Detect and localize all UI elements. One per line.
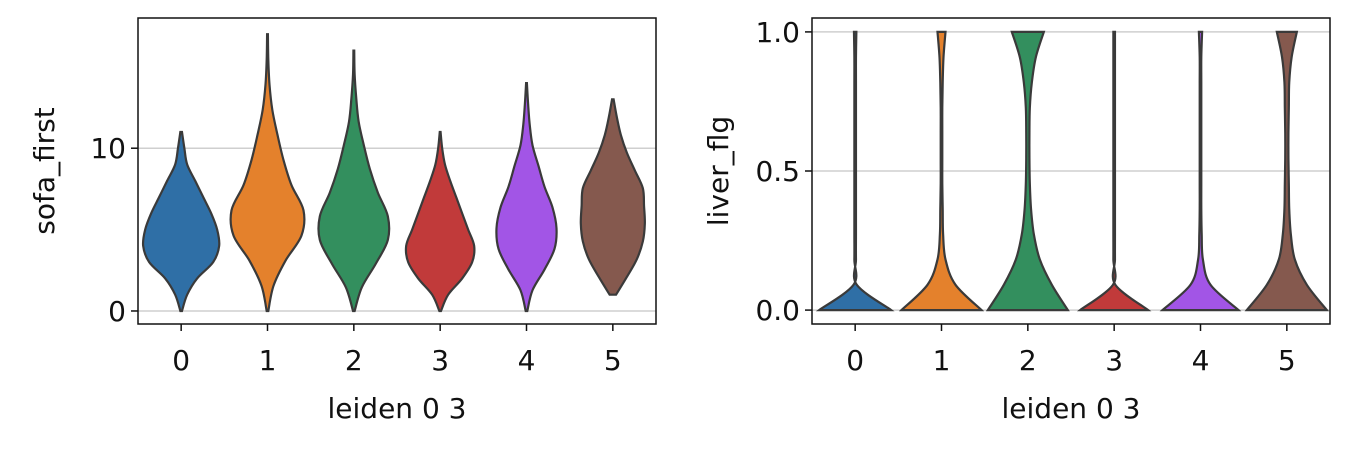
x-tick-label: 4 <box>1192 344 1210 377</box>
violin <box>898 30 985 312</box>
x-tick-label: 5 <box>1278 344 1296 377</box>
violin <box>229 33 306 313</box>
violin <box>815 30 895 312</box>
x-tick-label: 1 <box>933 344 951 377</box>
x-tick-label: 1 <box>259 344 277 377</box>
y-tick-label: 0 <box>108 295 126 328</box>
y-axis-label: liver_flg <box>702 116 735 226</box>
x-tick-label: 4 <box>518 344 536 377</box>
violin <box>579 98 646 296</box>
x-tick-label: 0 <box>172 344 190 377</box>
plot-frame <box>811 17 1331 325</box>
x-tick-label: 3 <box>431 344 449 377</box>
violin <box>1076 30 1152 312</box>
violin <box>404 130 476 313</box>
x-axis-label: leiden 0 3 <box>328 392 467 425</box>
violin <box>1244 30 1330 312</box>
y-tick-label: 0.5 <box>755 155 800 188</box>
plot-frame <box>137 17 657 325</box>
x-tick-label: 3 <box>1105 344 1123 377</box>
y-tick-label: 1.0 <box>755 16 800 49</box>
x-tick-label: 2 <box>345 344 363 377</box>
x-tick-label: 5 <box>604 344 622 377</box>
y-tick-label: 10 <box>90 132 126 165</box>
x-tick-label: 0 <box>846 344 864 377</box>
x-tick-label: 2 <box>1019 344 1037 377</box>
violin <box>495 82 558 313</box>
violin <box>1159 30 1242 312</box>
y-axis-label: sofa_first <box>28 107 61 234</box>
violin <box>317 49 391 313</box>
violin <box>141 130 221 313</box>
y-tick-label: 0.0 <box>755 294 800 327</box>
x-axis-label: leiden 0 3 <box>1002 392 1141 425</box>
violin <box>985 30 1070 312</box>
